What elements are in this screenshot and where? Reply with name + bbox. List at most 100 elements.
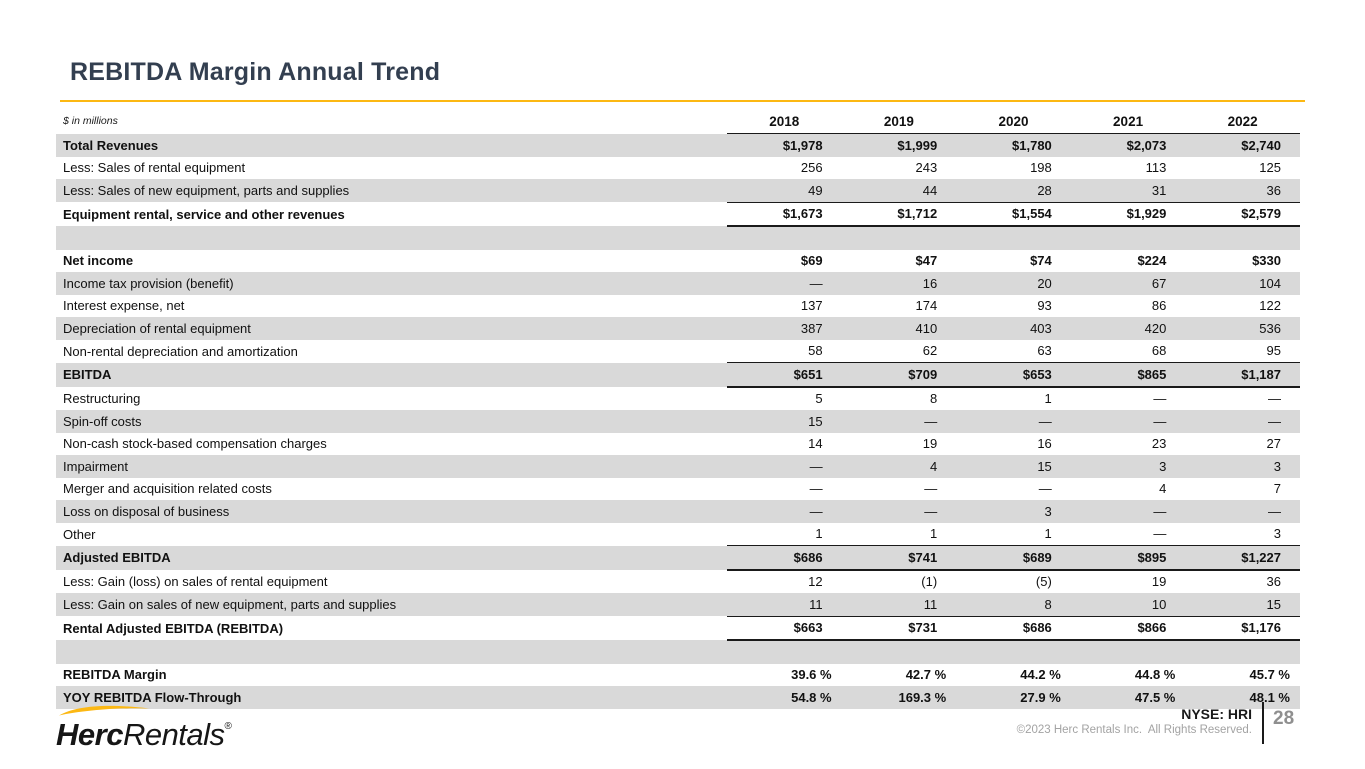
cell-value: 45.7 %: [1249, 667, 1290, 683]
cell-value: $1,712: [841, 201, 957, 227]
cell-value: 19: [1151, 574, 1167, 590]
table-row: YOY REBITDA Flow-Through 54.8 % 169.3 % 27.…: [56, 686, 1300, 709]
cell-value: 1: [1044, 526, 1052, 542]
cell-value: $2,579: [1185, 201, 1300, 227]
row-label: Total Revenues: [63, 137, 159, 153]
table-row: Loss on disposal of business — — 3 — —: [56, 500, 1300, 523]
cell-value: 12: [808, 574, 823, 590]
spacer-row: [56, 640, 1300, 664]
cell-value: 256: [800, 160, 823, 176]
year-column-header: 2022: [1185, 109, 1300, 134]
title-accent-rule: [60, 100, 1305, 102]
cell-value: —: [924, 413, 938, 429]
cell-value: 174: [915, 298, 938, 314]
row-label: Interest expense, net: [63, 298, 185, 314]
cell-value: 4: [929, 458, 938, 474]
row-label: Restructuring: [63, 390, 141, 406]
table-row: Merger and acquisition related costs — — — 4…: [56, 478, 1300, 501]
cell-value: $1,673: [727, 201, 842, 227]
cell-value: 93: [1037, 298, 1052, 314]
cell-value: 3: [1273, 526, 1281, 542]
cell-value: 27.9 %: [1020, 689, 1061, 705]
row-label: Equipment rental, service and other reve…: [63, 206, 345, 222]
cell-value: 67: [1151, 275, 1167, 291]
cell-value: $69: [800, 253, 823, 269]
table-row: Less: Gain (loss) on sales of rental equ…: [56, 570, 1300, 594]
cell-value: 20: [1037, 275, 1052, 291]
row-label: Rental Adjusted EBITDA (REBITDA): [63, 620, 284, 636]
cell-value: 15: [1037, 458, 1052, 474]
cell-value: —: [1268, 391, 1281, 407]
cell-value: 169.3 %: [898, 689, 947, 705]
cell-value: 44.8 %: [1134, 667, 1176, 683]
cell-value: 15: [808, 413, 823, 429]
row-label: [56, 640, 727, 664]
cell-value: $2,073: [1126, 137, 1167, 153]
cell-value: 27: [1266, 436, 1281, 452]
cell-value: $1,187: [1185, 362, 1300, 388]
cell-value: [956, 640, 1071, 664]
cell-value: $1,999: [897, 137, 938, 153]
cell-value: $865: [1070, 362, 1186, 388]
cell-value: 31: [1151, 182, 1167, 198]
herc-rentals-logo: HercRentals®: [56, 703, 232, 750]
cell-value: 198: [1030, 160, 1052, 176]
cell-value: 8: [929, 391, 938, 407]
row-label: YOY REBITDA Flow-Through: [63, 689, 242, 705]
cell-value: 14: [808, 436, 823, 452]
row-label: Depreciation of rental equipment: [63, 320, 251, 336]
cell-value: $709: [841, 362, 957, 388]
cell-value: 95: [1266, 343, 1281, 359]
year-column-header: 2021: [1070, 109, 1186, 134]
registered-trademark-icon: ®: [224, 721, 232, 732]
cell-value: 39.6 %: [791, 667, 832, 683]
cell-value: 86: [1151, 298, 1167, 314]
row-label: Impairment: [63, 458, 129, 474]
cell-value: 536: [1259, 320, 1281, 336]
table-row: Net income $69 $47 $74 $224 $330: [56, 250, 1300, 273]
copyright-text: ©2023 Herc Rentals Inc. All Rights Reser…: [1016, 724, 1252, 736]
table-row: Total Revenues $1,978 $1,999 $1,780 $2,073 $2…: [56, 133, 1300, 157]
cell-value: 1: [1044, 391, 1052, 407]
cell-value: 7: [1273, 481, 1281, 497]
year-column-header: 2019: [841, 109, 957, 134]
cell-value: 420: [1144, 320, 1167, 336]
table-row: Adjusted EBITDA $686 $741 $689 $895 $1,227: [56, 545, 1300, 571]
cell-value: —: [924, 481, 938, 497]
cell-value: (5): [1035, 574, 1052, 590]
row-label: Net income: [63, 253, 134, 269]
cell-value: [1071, 640, 1186, 664]
cell-value: —: [1153, 391, 1167, 407]
cell-value: 11: [809, 596, 823, 612]
cell-value: 113: [1145, 160, 1167, 176]
cell-value: —: [1268, 413, 1281, 429]
cell-value: 137: [800, 298, 823, 314]
units-note: $ in millions: [63, 115, 118, 128]
page-number: 28: [1273, 708, 1295, 729]
row-label: Merger and acquisition related costs: [63, 481, 272, 497]
cell-value: —: [1153, 503, 1167, 519]
cell-value: [842, 640, 957, 664]
cell-value: $74: [1030, 253, 1052, 269]
cell-value: [1185, 640, 1300, 664]
table-row: Income tax provision (benefit) — 16 20 67 104: [56, 272, 1300, 295]
cell-value: $1,176: [1185, 615, 1300, 641]
footer-right: NYSE: HRI ©2023 Herc Rentals Inc. All Ri…: [1017, 706, 1252, 736]
table-row: Interest expense, net 137 174 93 86 122: [56, 295, 1300, 318]
spacer-row: [56, 226, 1300, 250]
cell-value: 10: [1151, 596, 1167, 612]
logo-herc: Herc: [56, 717, 123, 752]
cell-value: —: [1268, 503, 1281, 519]
table-row: Non-cash stock-based compensation charge…: [56, 433, 1300, 456]
cell-value: 16: [922, 275, 938, 291]
cell-value: $330: [1252, 253, 1281, 269]
row-label: Non-cash stock-based compensation charge…: [63, 436, 327, 452]
cell-value: $2,740: [1241, 137, 1281, 153]
cell-value: $866: [1070, 615, 1186, 641]
cell-value: 44.2 %: [1020, 667, 1061, 683]
cell-value: —: [809, 458, 823, 474]
cell-value: $47: [915, 253, 938, 269]
cell-value: $731: [841, 615, 957, 641]
cell-value: 68: [1151, 343, 1167, 359]
cell-value: —: [1153, 526, 1167, 542]
